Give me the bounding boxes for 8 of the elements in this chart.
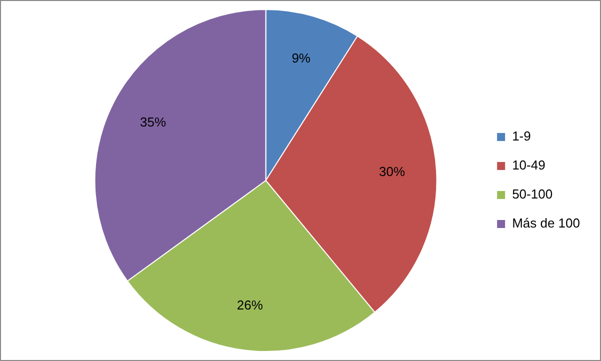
legend-label: 10-49 — [512, 158, 546, 173]
data-label: 26% — [236, 298, 264, 313]
data-label: 35% — [140, 114, 166, 130]
data-label: 30% — [379, 164, 406, 180]
legend-label: 50-100 — [512, 186, 553, 202]
legend-label: Más de 100 — [512, 216, 580, 231]
legend-label: 1-9 — [512, 128, 531, 144]
data-label: 9% — [292, 50, 311, 66]
